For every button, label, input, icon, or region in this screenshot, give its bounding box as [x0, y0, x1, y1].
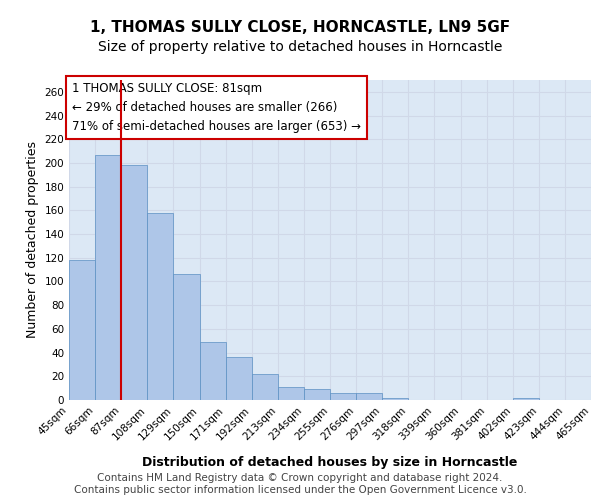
- Bar: [513, 398, 539, 400]
- Bar: [382, 398, 409, 400]
- Bar: [121, 166, 148, 400]
- Bar: [69, 260, 95, 400]
- Bar: [199, 342, 226, 400]
- Bar: [173, 274, 199, 400]
- Bar: [330, 393, 356, 400]
- Y-axis label: Number of detached properties: Number of detached properties: [26, 142, 39, 338]
- Bar: [304, 390, 330, 400]
- X-axis label: Distribution of detached houses by size in Horncastle: Distribution of detached houses by size …: [142, 456, 518, 468]
- Text: Size of property relative to detached houses in Horncastle: Size of property relative to detached ho…: [98, 40, 502, 54]
- Text: 1, THOMAS SULLY CLOSE, HORNCASTLE, LN9 5GF: 1, THOMAS SULLY CLOSE, HORNCASTLE, LN9 5…: [90, 20, 510, 35]
- Bar: [278, 387, 304, 400]
- Text: Contains HM Land Registry data © Crown copyright and database right 2024.
Contai: Contains HM Land Registry data © Crown c…: [74, 474, 526, 495]
- Bar: [252, 374, 278, 400]
- Bar: [356, 393, 382, 400]
- Bar: [148, 212, 173, 400]
- Bar: [226, 358, 252, 400]
- Text: 1 THOMAS SULLY CLOSE: 81sqm
← 29% of detached houses are smaller (266)
71% of se: 1 THOMAS SULLY CLOSE: 81sqm ← 29% of det…: [71, 82, 361, 132]
- Bar: [95, 154, 121, 400]
